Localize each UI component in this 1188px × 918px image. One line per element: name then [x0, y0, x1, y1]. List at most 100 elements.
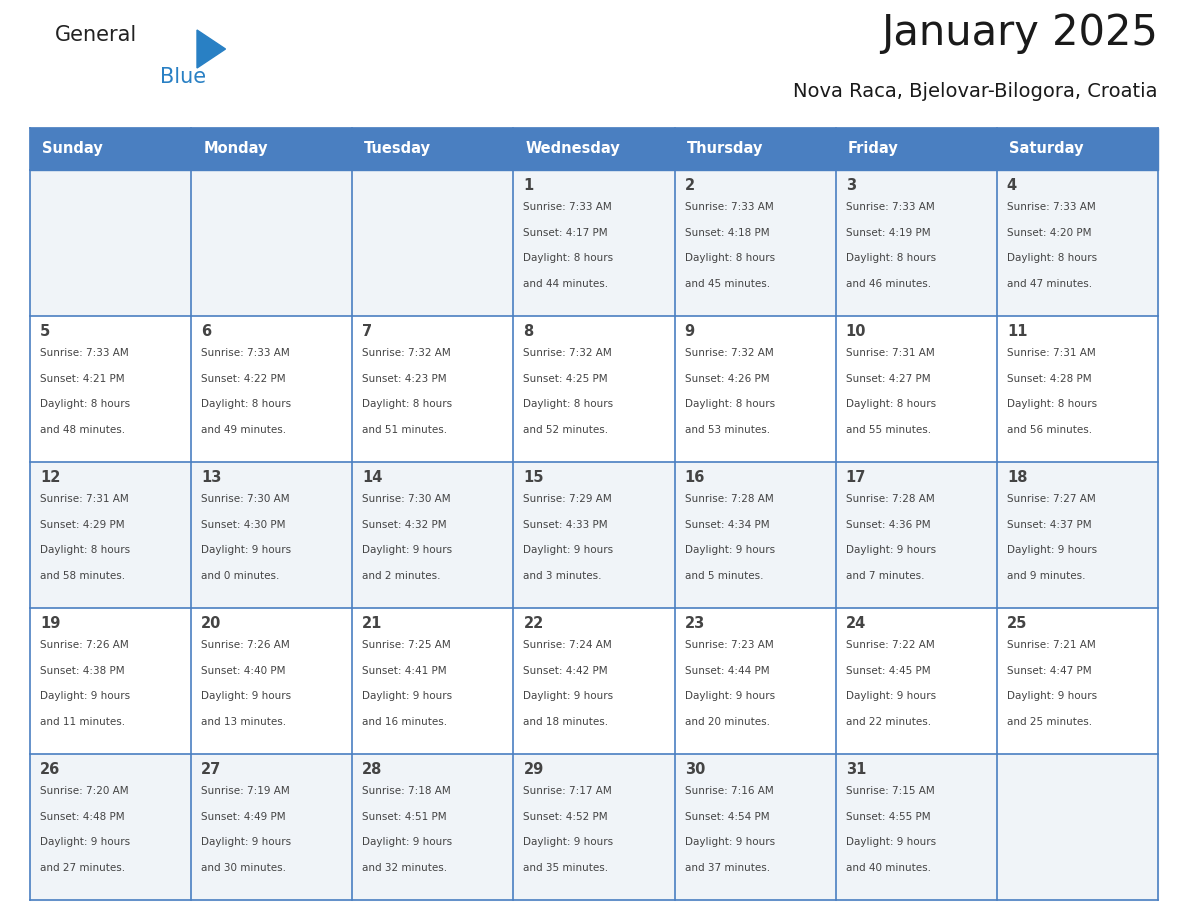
- Text: Sunrise: 7:33 AM: Sunrise: 7:33 AM: [684, 202, 773, 212]
- Text: Sunset: 4:19 PM: Sunset: 4:19 PM: [846, 228, 930, 238]
- Text: and 27 minutes.: and 27 minutes.: [40, 863, 125, 873]
- Text: Sunset: 4:36 PM: Sunset: 4:36 PM: [846, 520, 930, 530]
- Text: Daylight: 8 hours: Daylight: 8 hours: [684, 399, 775, 409]
- Bar: [997, 462, 1158, 608]
- Bar: [997, 608, 1158, 754]
- Bar: [997, 170, 1158, 316]
- Text: and 37 minutes.: and 37 minutes.: [684, 863, 770, 873]
- Bar: [191, 316, 353, 462]
- Text: Sunrise: 7:21 AM: Sunrise: 7:21 AM: [1007, 640, 1095, 650]
- Text: Daylight: 8 hours: Daylight: 8 hours: [846, 253, 936, 263]
- Text: 19: 19: [40, 616, 61, 631]
- Text: Daylight: 9 hours: Daylight: 9 hours: [40, 837, 131, 847]
- Text: 2: 2: [684, 178, 695, 193]
- Text: and 22 minutes.: and 22 minutes.: [846, 717, 931, 727]
- Bar: [675, 170, 835, 316]
- Text: Daylight: 9 hours: Daylight: 9 hours: [201, 545, 291, 555]
- Text: 26: 26: [40, 762, 61, 777]
- Bar: [675, 754, 835, 900]
- Text: Daylight: 9 hours: Daylight: 9 hours: [1007, 545, 1097, 555]
- Text: Sunrise: 7:33 AM: Sunrise: 7:33 AM: [40, 348, 128, 358]
- Text: 11: 11: [1007, 324, 1028, 339]
- Text: Daylight: 9 hours: Daylight: 9 hours: [846, 691, 936, 701]
- Text: Daylight: 9 hours: Daylight: 9 hours: [684, 691, 775, 701]
- Text: Sunrise: 7:32 AM: Sunrise: 7:32 AM: [524, 348, 612, 358]
- Text: Daylight: 9 hours: Daylight: 9 hours: [1007, 691, 1097, 701]
- Text: Sunrise: 7:26 AM: Sunrise: 7:26 AM: [40, 640, 128, 650]
- Text: Sunset: 4:41 PM: Sunset: 4:41 PM: [362, 666, 447, 676]
- Text: and 20 minutes.: and 20 minutes.: [684, 717, 770, 727]
- Bar: [675, 462, 835, 608]
- Bar: [353, 754, 513, 900]
- Bar: [353, 316, 513, 462]
- Text: Sunset: 4:44 PM: Sunset: 4:44 PM: [684, 666, 769, 676]
- Text: Sunrise: 7:20 AM: Sunrise: 7:20 AM: [40, 786, 128, 796]
- Text: and 49 minutes.: and 49 minutes.: [201, 425, 286, 434]
- Text: Daylight: 8 hours: Daylight: 8 hours: [40, 545, 131, 555]
- Text: and 25 minutes.: and 25 minutes.: [1007, 717, 1092, 727]
- Text: Daylight: 8 hours: Daylight: 8 hours: [684, 253, 775, 263]
- Text: Sunset: 4:21 PM: Sunset: 4:21 PM: [40, 374, 125, 384]
- Bar: [835, 170, 997, 316]
- Text: Sunset: 4:55 PM: Sunset: 4:55 PM: [846, 812, 930, 822]
- Text: Sunrise: 7:32 AM: Sunrise: 7:32 AM: [684, 348, 773, 358]
- Text: Daylight: 9 hours: Daylight: 9 hours: [524, 837, 613, 847]
- Text: Saturday: Saturday: [1009, 141, 1083, 156]
- Bar: [835, 316, 997, 462]
- Text: Daylight: 8 hours: Daylight: 8 hours: [524, 253, 613, 263]
- Text: Daylight: 9 hours: Daylight: 9 hours: [362, 837, 453, 847]
- Text: General: General: [55, 25, 138, 45]
- Text: and 44 minutes.: and 44 minutes.: [524, 279, 608, 288]
- Text: Daylight: 9 hours: Daylight: 9 hours: [201, 837, 291, 847]
- Text: 21: 21: [362, 616, 383, 631]
- Text: 6: 6: [201, 324, 211, 339]
- Text: and 11 minutes.: and 11 minutes.: [40, 717, 125, 727]
- Text: 15: 15: [524, 470, 544, 485]
- Text: Daylight: 9 hours: Daylight: 9 hours: [201, 691, 291, 701]
- Text: Sunrise: 7:31 AM: Sunrise: 7:31 AM: [1007, 348, 1095, 358]
- Text: Sunset: 4:23 PM: Sunset: 4:23 PM: [362, 374, 447, 384]
- Text: Sunset: 4:42 PM: Sunset: 4:42 PM: [524, 666, 608, 676]
- Text: and 18 minutes.: and 18 minutes.: [524, 717, 608, 727]
- Bar: [191, 170, 353, 316]
- Text: and 7 minutes.: and 7 minutes.: [846, 571, 924, 581]
- Text: and 40 minutes.: and 40 minutes.: [846, 863, 930, 873]
- Bar: [675, 316, 835, 462]
- Text: Sunset: 4:49 PM: Sunset: 4:49 PM: [201, 812, 286, 822]
- Text: and 51 minutes.: and 51 minutes.: [362, 425, 448, 434]
- Text: and 45 minutes.: and 45 minutes.: [684, 279, 770, 288]
- Text: Sunset: 4:54 PM: Sunset: 4:54 PM: [684, 812, 769, 822]
- Text: 27: 27: [201, 762, 221, 777]
- Bar: [191, 462, 353, 608]
- Text: Sunset: 4:28 PM: Sunset: 4:28 PM: [1007, 374, 1092, 384]
- Bar: [353, 608, 513, 754]
- Text: and 47 minutes.: and 47 minutes.: [1007, 279, 1092, 288]
- Text: Sunrise: 7:33 AM: Sunrise: 7:33 AM: [524, 202, 612, 212]
- Bar: [835, 462, 997, 608]
- Text: and 13 minutes.: and 13 minutes.: [201, 717, 286, 727]
- Text: Sunset: 4:51 PM: Sunset: 4:51 PM: [362, 812, 447, 822]
- Text: Sunrise: 7:15 AM: Sunrise: 7:15 AM: [846, 786, 935, 796]
- Text: 25: 25: [1007, 616, 1028, 631]
- Text: and 53 minutes.: and 53 minutes.: [684, 425, 770, 434]
- Text: Blue: Blue: [160, 67, 207, 87]
- Text: Sunset: 4:47 PM: Sunset: 4:47 PM: [1007, 666, 1092, 676]
- Text: Daylight: 8 hours: Daylight: 8 hours: [201, 399, 291, 409]
- Text: Sunset: 4:37 PM: Sunset: 4:37 PM: [1007, 520, 1092, 530]
- Text: and 5 minutes.: and 5 minutes.: [684, 571, 763, 581]
- Text: 12: 12: [40, 470, 61, 485]
- Bar: [513, 462, 675, 608]
- Text: and 2 minutes.: and 2 minutes.: [362, 571, 441, 581]
- Text: 28: 28: [362, 762, 383, 777]
- Text: and 56 minutes.: and 56 minutes.: [1007, 425, 1092, 434]
- Text: Tuesday: Tuesday: [365, 141, 431, 156]
- Text: Sunset: 4:18 PM: Sunset: 4:18 PM: [684, 228, 769, 238]
- Text: Nova Raca, Bjelovar-Bilogora, Croatia: Nova Raca, Bjelovar-Bilogora, Croatia: [794, 82, 1158, 101]
- Text: Daylight: 9 hours: Daylight: 9 hours: [362, 691, 453, 701]
- Text: 31: 31: [846, 762, 866, 777]
- Text: Sunrise: 7:28 AM: Sunrise: 7:28 AM: [684, 494, 773, 504]
- Text: Sunrise: 7:30 AM: Sunrise: 7:30 AM: [362, 494, 451, 504]
- Text: 14: 14: [362, 470, 383, 485]
- Text: 29: 29: [524, 762, 544, 777]
- Text: 24: 24: [846, 616, 866, 631]
